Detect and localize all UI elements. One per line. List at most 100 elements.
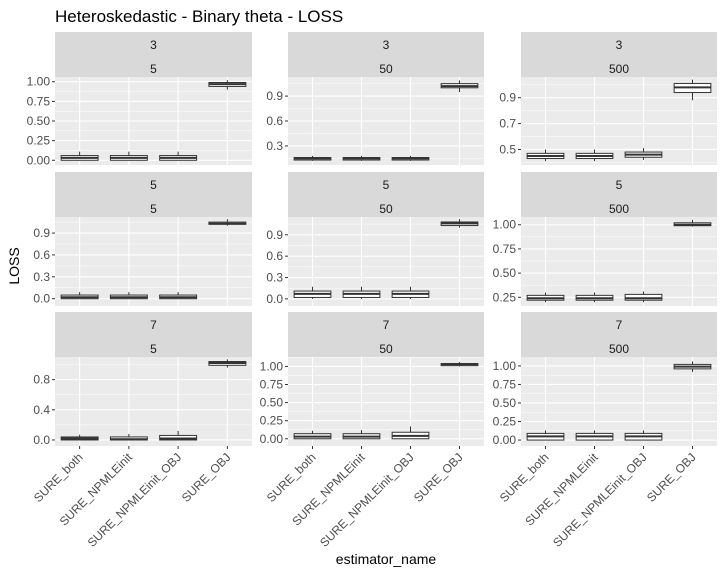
panel-background bbox=[55, 357, 252, 446]
y-tick-label: 0.9 bbox=[266, 228, 283, 242]
box-SURE_NPMLEinit bbox=[575, 430, 614, 441]
y-tick-label: 0.6 bbox=[33, 248, 50, 262]
y-tick-label: 0.3 bbox=[266, 139, 283, 153]
facet-strip-top-label: 5 bbox=[150, 178, 157, 192]
y-tick-label: 0.4 bbox=[33, 403, 50, 417]
y-tick-label: 0.3 bbox=[266, 271, 283, 285]
x-axis-title: estimator_name bbox=[336, 551, 437, 567]
facet-strip bbox=[288, 312, 484, 357]
y-tick-label: 0.50 bbox=[493, 266, 517, 280]
y-tick-label: 0.75 bbox=[493, 242, 517, 256]
y-tick-label: 0.9 bbox=[499, 91, 516, 105]
box-SURE_NPMLEinit bbox=[575, 149, 614, 162]
facet-strip bbox=[288, 32, 484, 77]
y-tick-label: 0.9 bbox=[33, 226, 50, 240]
x-tick-label: SURE_OBJ bbox=[411, 450, 466, 505]
box-SURE_OBJ bbox=[673, 361, 712, 372]
y-tick-label: 0.75 bbox=[260, 377, 284, 391]
facet-strip-top-label: 3 bbox=[616, 38, 623, 52]
panel-background bbox=[288, 357, 484, 446]
y-tick-label: 1.00 bbox=[493, 359, 517, 373]
y-tick-label: 0.00 bbox=[27, 153, 51, 167]
box-SURE_NPMLEinit bbox=[109, 151, 148, 161]
box-SURE_NPMLEinit bbox=[342, 286, 381, 299]
box-SURE_NPMLEinit_OBJ bbox=[624, 430, 663, 441]
box-SURE_OBJ bbox=[208, 219, 247, 226]
facet-strip-bottom-label: 500 bbox=[609, 342, 629, 356]
box-SURE_both bbox=[293, 286, 332, 299]
box-SURE_both bbox=[526, 149, 565, 162]
box-SURE_both bbox=[526, 430, 565, 441]
box-SURE_both bbox=[60, 151, 99, 161]
facet-strip-bottom-label: 50 bbox=[379, 342, 393, 356]
y-tick-label: 1.00 bbox=[27, 75, 51, 89]
x-tick-labels: SURE_bothSURE_NPMLEinitSURE_NPMLEinit_OB… bbox=[31, 446, 699, 550]
facet-panel-4: 5 5 0.0 0.3 0.6 0.9 bbox=[33, 172, 252, 306]
facet-strip-top-label: 3 bbox=[150, 38, 157, 52]
facet-strip-top-label: 7 bbox=[383, 318, 390, 332]
panel-background bbox=[521, 217, 717, 306]
facet-strip-bottom-label: 5 bbox=[150, 62, 157, 76]
box-SURE_both bbox=[526, 292, 565, 303]
y-tick-label: 0.3 bbox=[33, 270, 50, 284]
facet-panel-8: 7 50 0.00 0.25 0.50 0.75 1.00 bbox=[260, 312, 484, 446]
box-SURE_NPMLEinit_OBJ bbox=[159, 151, 198, 161]
box-SURE_NPMLEinit_OBJ bbox=[159, 430, 198, 441]
y-tick-label: 0.50 bbox=[27, 114, 51, 128]
facet-panel-3: 3 500 0.5 0.7 0.9 bbox=[499, 32, 717, 165]
facet-panel-5: 5 50 0.0 0.3 0.6 0.9 bbox=[266, 172, 484, 306]
y-tick-label: 0.9 bbox=[266, 89, 283, 103]
y-tick-label: 0.75 bbox=[493, 377, 517, 391]
facet-strip-bottom-label: 50 bbox=[379, 62, 393, 76]
y-tick-label: 0.25 bbox=[493, 290, 517, 304]
facet-strip bbox=[521, 172, 717, 217]
facet-strip-bottom-label: 5 bbox=[150, 342, 157, 356]
box-SURE_OBJ bbox=[208, 359, 247, 368]
box-SURE_NPMLEinit_OBJ bbox=[391, 426, 430, 440]
facet-strip-top-label: 5 bbox=[383, 178, 390, 192]
facet-strip-bottom-label: 50 bbox=[379, 202, 393, 216]
facet-panel-6: 5 500 0.25 0.50 0.75 1.00 bbox=[493, 172, 717, 306]
box-SURE_NPMLEinit_OBJ bbox=[624, 148, 663, 160]
y-tick-label: 0.25 bbox=[493, 415, 517, 429]
panel-background bbox=[55, 217, 252, 306]
facet-panel-2: 3 50 0.3 0.6 0.9 bbox=[266, 32, 484, 165]
facet-strip bbox=[55, 312, 252, 357]
facet-strip-bottom-label: 500 bbox=[609, 202, 629, 216]
x-tick-label: SURE_OBJ bbox=[644, 450, 699, 505]
y-tick-label: 0.00 bbox=[493, 433, 517, 447]
facet-strip bbox=[521, 312, 717, 357]
y-tick-label: 0.0 bbox=[33, 433, 50, 447]
facet-strip bbox=[288, 172, 484, 217]
box-SURE_OBJ bbox=[673, 219, 712, 227]
facet-strip bbox=[521, 32, 717, 77]
y-tick-label: 1.00 bbox=[493, 218, 517, 232]
box-SURE_NPMLEinit_OBJ bbox=[391, 155, 430, 161]
x-tick-label: SURE_NPMLEinit_OBJ bbox=[85, 450, 185, 550]
facet-strip-top-label: 7 bbox=[150, 318, 157, 332]
y-tick-label: 0.0 bbox=[266, 292, 283, 306]
facet-panel-9: 7 500 0.00 0.25 0.50 0.75 1.00 bbox=[493, 312, 717, 447]
y-tick-label: 0.25 bbox=[27, 134, 51, 148]
y-tick-label: 0.25 bbox=[260, 414, 284, 428]
x-tick-label: SURE_NPMLEinit_OBJ bbox=[317, 450, 417, 550]
panel-background bbox=[521, 357, 717, 446]
box-SURE_OBJ bbox=[208, 80, 247, 90]
box-SURE_both bbox=[60, 434, 99, 441]
box-SURE_NPMLEinit_OBJ bbox=[624, 291, 663, 303]
y-tick-label: 0.6 bbox=[266, 249, 283, 263]
y-tick-label: 0.6 bbox=[266, 114, 283, 128]
box-SURE_NPMLEinit bbox=[575, 292, 614, 303]
x-tick-label: SURE_OBJ bbox=[179, 450, 234, 505]
y-tick-label: 1.00 bbox=[260, 359, 284, 373]
facet-strip-top-label: 7 bbox=[616, 318, 623, 332]
box-SURE_NPMLEinit bbox=[342, 155, 381, 161]
y-tick-label: 0.75 bbox=[27, 94, 51, 108]
facet-strip-top-label: 3 bbox=[383, 38, 390, 52]
facet-panel-7: 7 5 0.0 0.4 0.8 bbox=[33, 312, 252, 447]
box-SURE_NPMLEinit bbox=[109, 433, 148, 441]
facet-strip-bottom-label: 500 bbox=[609, 62, 629, 76]
box-SURE_NPMLEinit_OBJ bbox=[391, 286, 430, 299]
facet-strip bbox=[55, 32, 252, 77]
